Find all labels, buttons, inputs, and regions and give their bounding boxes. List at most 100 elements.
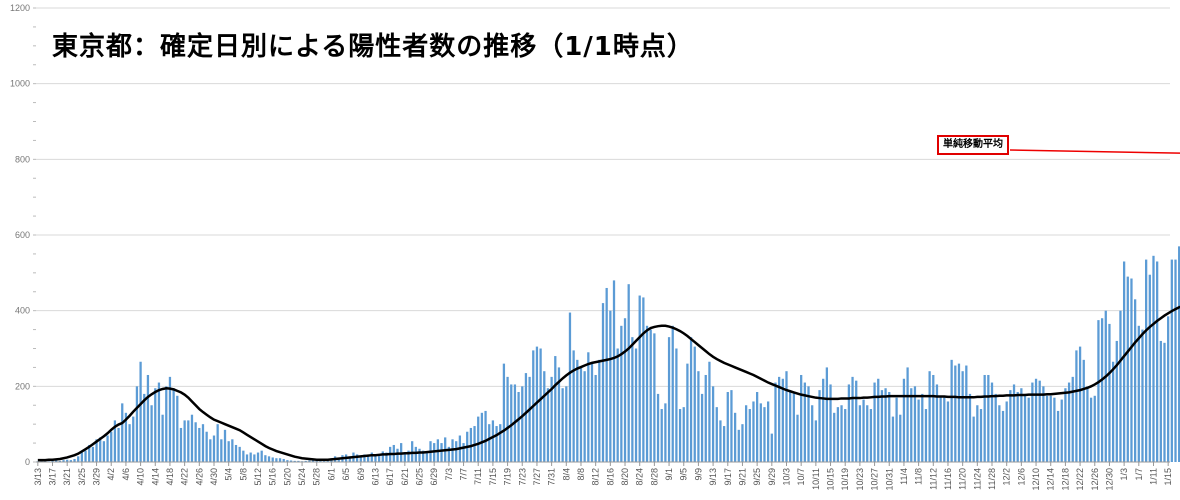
bar — [770, 433, 773, 462]
bar — [1056, 410, 1060, 462]
y-tick-label: 1200 — [10, 3, 30, 13]
bar — [594, 374, 597, 462]
bar — [994, 393, 997, 462]
bar — [95, 439, 98, 462]
bar — [880, 390, 884, 462]
bar — [719, 420, 722, 462]
bar — [212, 435, 216, 462]
bar — [55, 460, 58, 462]
bar — [561, 388, 564, 462]
bar — [440, 443, 443, 462]
bar — [946, 401, 950, 462]
bar — [932, 374, 935, 462]
bar — [172, 388, 175, 462]
bar — [631, 337, 634, 462]
bar — [220, 439, 223, 462]
x-tick-label: 1/15 — [1163, 468, 1173, 486]
bar — [675, 348, 678, 462]
bar — [660, 409, 663, 462]
x-tick-label: 9/29 — [767, 468, 777, 486]
bar — [1130, 278, 1133, 462]
bar — [572, 350, 575, 462]
bar — [227, 441, 230, 462]
bar — [447, 446, 451, 462]
x-tick-label: 4/14 — [150, 468, 160, 486]
bar — [477, 416, 480, 462]
bar — [847, 384, 851, 462]
x-tick-label: 4/26 — [194, 468, 204, 486]
bar — [1086, 386, 1089, 462]
bar — [645, 325, 649, 462]
bar — [1170, 259, 1173, 462]
moving-average-callout: 単純移動平均 — [937, 135, 1009, 155]
bar — [616, 348, 619, 462]
x-tick-label: 8/16 — [605, 468, 615, 486]
bar — [1137, 325, 1140, 462]
bar — [132, 416, 135, 462]
bar — [238, 446, 241, 462]
bar — [1049, 395, 1052, 462]
bar — [91, 446, 95, 462]
bar — [634, 348, 638, 462]
bar — [792, 392, 795, 462]
bar — [139, 361, 142, 462]
bar — [209, 439, 212, 462]
bar — [275, 458, 278, 462]
bar — [811, 405, 814, 462]
bar — [80, 452, 84, 462]
bar — [733, 412, 737, 462]
bar — [612, 280, 616, 462]
bar — [752, 401, 755, 462]
bar — [385, 452, 388, 462]
bar — [961, 371, 964, 462]
bar — [965, 365, 968, 462]
bar — [40, 460, 43, 462]
bar — [833, 412, 836, 462]
bar — [557, 367, 561, 462]
bar — [363, 454, 366, 462]
x-tick-label: 10/11 — [811, 468, 821, 490]
bar — [154, 388, 157, 462]
x-tick-label: 10/3 — [781, 468, 791, 486]
bar — [1027, 397, 1030, 462]
x-tick-label: 11/28 — [987, 468, 997, 490]
bar — [1071, 376, 1074, 462]
bar — [66, 459, 69, 462]
bar — [990, 382, 994, 462]
bar — [972, 416, 975, 462]
bar — [271, 457, 274, 462]
bar — [223, 429, 227, 462]
bar — [778, 376, 781, 462]
bar — [715, 407, 718, 462]
bar — [891, 416, 895, 462]
bar — [242, 450, 245, 462]
bar — [267, 456, 271, 462]
bar — [781, 378, 784, 462]
bar — [722, 426, 726, 462]
bar — [425, 452, 428, 462]
bar — [1133, 299, 1137, 462]
x-tick-label: 12/30 — [1104, 468, 1114, 491]
bar — [88, 444, 91, 462]
bar — [1023, 393, 1027, 462]
bar — [954, 365, 957, 462]
bar — [737, 429, 740, 462]
bar — [414, 446, 417, 462]
x-tick-label: 8/20 — [620, 468, 630, 486]
bar — [998, 405, 1001, 462]
bar — [1045, 395, 1049, 462]
bar — [1020, 388, 1023, 462]
bar — [829, 384, 832, 462]
bar — [289, 460, 293, 462]
x-tick-label: 5/8 — [238, 468, 248, 481]
bar — [1141, 329, 1144, 462]
bar — [381, 451, 384, 462]
x-tick-label: 6/25 — [415, 468, 425, 486]
bar — [767, 401, 770, 462]
bar — [510, 384, 513, 462]
x-tick-label: 11/4 — [899, 468, 909, 485]
bar — [899, 414, 902, 462]
bar — [653, 333, 656, 462]
bar — [308, 460, 311, 462]
x-tick-label: 7/15 — [488, 468, 498, 486]
